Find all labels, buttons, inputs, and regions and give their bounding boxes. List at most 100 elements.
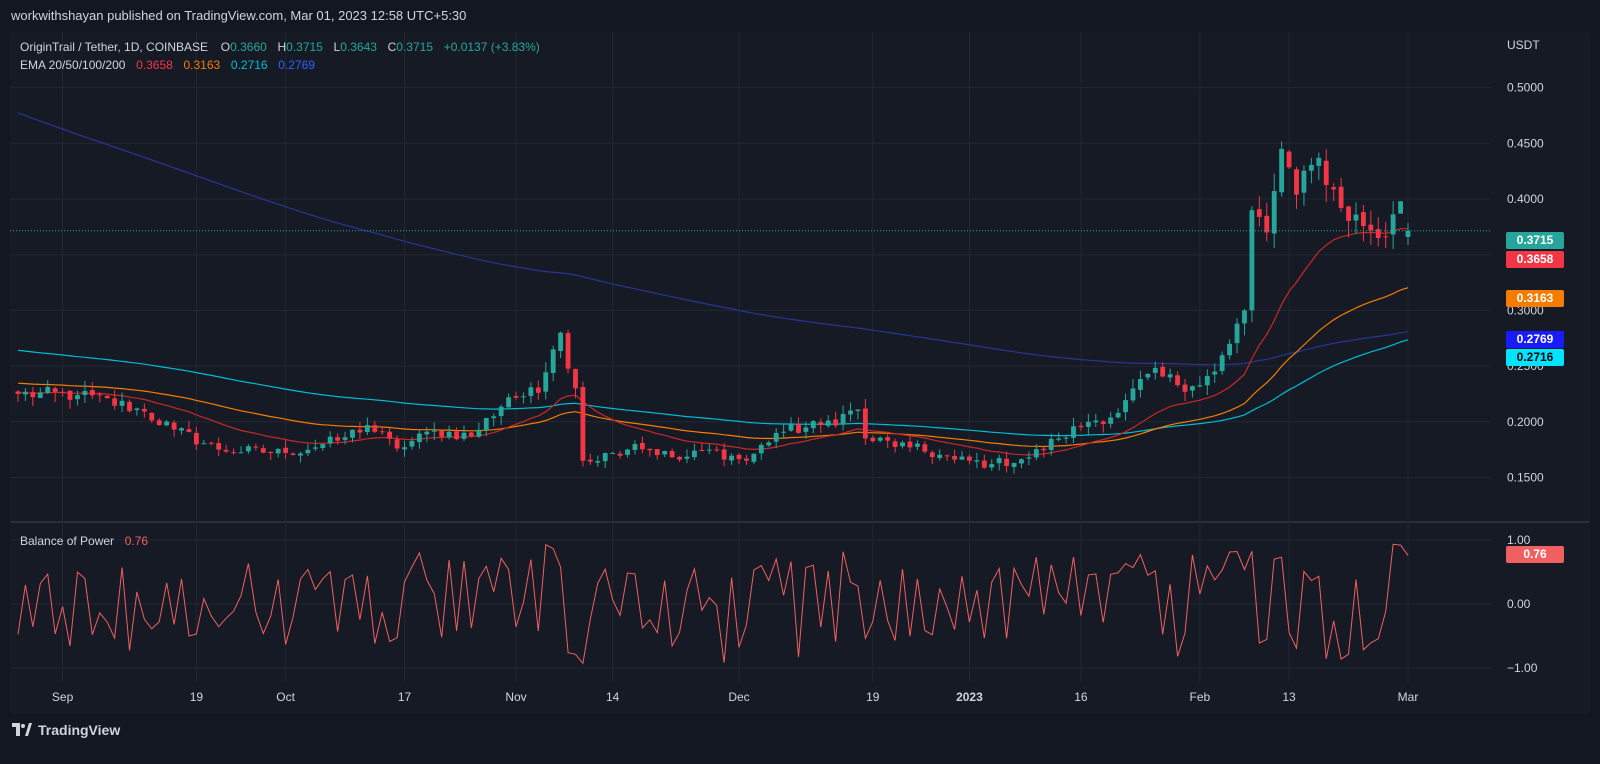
candle-body xyxy=(298,453,303,456)
time-tick-label: Nov xyxy=(505,690,526,704)
ema20-value: 0.3658 xyxy=(136,58,173,72)
candle-body xyxy=(952,456,957,460)
candle-body xyxy=(290,453,296,456)
candle-body xyxy=(171,422,177,430)
candle-body xyxy=(744,458,749,461)
candle-body xyxy=(1145,373,1151,378)
candle-body xyxy=(610,452,616,454)
candle-body xyxy=(862,408,868,439)
candle-body xyxy=(1353,214,1359,221)
candle-body xyxy=(253,446,259,448)
candle-body xyxy=(877,437,883,441)
time-tick-label: 2023 xyxy=(956,690,983,704)
candle-body xyxy=(1405,230,1411,237)
candle-body xyxy=(350,429,355,438)
ema100-value: 0.2716 xyxy=(230,58,268,72)
candle-body xyxy=(1227,343,1233,356)
candle-body xyxy=(1048,438,1054,451)
candle-body xyxy=(766,442,772,446)
header-bar: workwithshayan published on TradingView.… xyxy=(0,0,1600,32)
candle-body xyxy=(119,400,125,406)
candle-body xyxy=(706,449,712,451)
time-tick-label: Mar xyxy=(1398,690,1419,704)
candle-body xyxy=(550,349,556,373)
candle-body xyxy=(246,446,251,452)
candle-body xyxy=(788,424,794,431)
candle-body xyxy=(394,439,400,449)
candle-body xyxy=(818,422,824,426)
candle-body xyxy=(379,431,385,433)
candle-body xyxy=(1242,310,1247,324)
candle-body xyxy=(1271,191,1277,234)
bop-price-tag: 0.76 xyxy=(1506,546,1564,563)
candle-body xyxy=(424,431,430,435)
candle-body xyxy=(431,430,437,432)
bop-path xyxy=(17,543,1409,665)
candle-body xyxy=(810,421,816,429)
candle-body xyxy=(208,442,214,444)
candle-body xyxy=(75,395,80,400)
bop-tick-label: 1.00 xyxy=(1507,533,1531,547)
change-value: +0.0137 (+3.83%) xyxy=(443,40,540,54)
candle-body xyxy=(714,449,720,451)
candle-body xyxy=(595,460,601,463)
candle-body xyxy=(848,410,853,415)
candle-body xyxy=(677,456,682,460)
candle-body xyxy=(186,429,192,432)
ohlc-legend: OriginTrail / Tether, 1D, COINBASE O0.36… xyxy=(20,40,540,54)
candle-body xyxy=(1264,215,1270,233)
time-tick-label: 13 xyxy=(1282,690,1296,704)
candle-body xyxy=(796,424,801,433)
time-tick-label: 19 xyxy=(866,690,880,704)
candle-body xyxy=(238,452,244,454)
candle-body xyxy=(364,425,370,432)
candle-body xyxy=(127,401,132,412)
ema100-line xyxy=(17,339,1409,437)
candle-body xyxy=(587,459,593,462)
candle-body xyxy=(855,409,861,412)
bop-tick-label: −1.00 xyxy=(1507,661,1538,675)
tradingview-logo[interactable]: TradingView xyxy=(12,722,120,738)
candle-body xyxy=(439,430,445,437)
ema200-value: 0.2769 xyxy=(278,58,315,72)
candle-body xyxy=(141,408,147,412)
candle-body xyxy=(602,453,608,462)
bop-label: Balance of Power xyxy=(20,534,115,548)
time-tick-label: Feb xyxy=(1190,690,1211,704)
candle-body xyxy=(654,449,660,456)
time-tick-label: 19 xyxy=(190,690,204,704)
candle-body xyxy=(521,396,526,398)
candle-body xyxy=(1286,151,1292,168)
candle-body xyxy=(1085,421,1091,427)
candle-body xyxy=(914,443,920,447)
candle-body xyxy=(922,444,928,452)
candle-body xyxy=(989,464,995,468)
candle-body xyxy=(1115,412,1121,418)
chart-frame[interactable]: 0.5000 0.4500 0.4000 0.3000 0.2500 0.2000 0.15… xyxy=(10,32,1590,714)
candle-body xyxy=(446,431,452,438)
candle-body xyxy=(506,397,512,408)
candles xyxy=(10,141,1490,474)
ema50-line xyxy=(17,287,1409,448)
open-value: 0.3660 xyxy=(230,40,267,54)
candle-body xyxy=(929,452,935,458)
ema50-path xyxy=(17,287,1409,448)
candle-body xyxy=(305,449,311,454)
candle-body xyxy=(409,440,415,447)
price-tick-label: 0.2000 xyxy=(1507,415,1544,429)
candle-body xyxy=(483,417,489,430)
candle-body xyxy=(320,444,326,449)
chart-canvas[interactable]: 0.50000.45000.40000.30000.25000.20000.15… xyxy=(10,32,1590,714)
candle-body xyxy=(1123,400,1128,413)
footer-bar: TradingView xyxy=(0,716,1600,764)
candle-body xyxy=(312,447,318,449)
candle-body xyxy=(1294,169,1299,195)
candle-body xyxy=(1093,420,1099,423)
candle-body xyxy=(1383,236,1389,238)
candle-body xyxy=(469,432,474,437)
candle-body xyxy=(617,453,623,456)
candle-body xyxy=(528,387,534,396)
candle-body xyxy=(1360,212,1366,227)
bop-legend: Balance of Power 0.76 xyxy=(20,534,148,548)
candle-body xyxy=(357,429,363,433)
